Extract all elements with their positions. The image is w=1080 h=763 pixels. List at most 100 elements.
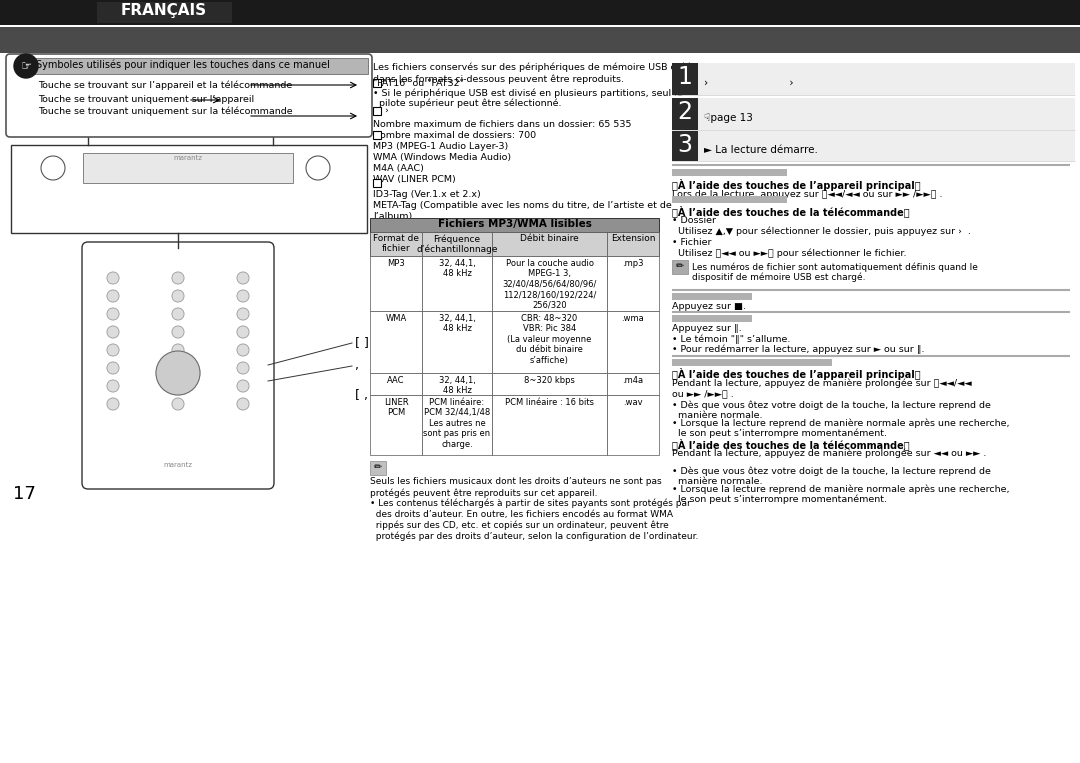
Text: Pendant la lecture, appuyez de manière prolongée sur ◄◄ ou ►► .: Pendant la lecture, appuyez de manière p… [672,448,986,458]
Text: 32, 44,1,
48 kHz: 32, 44,1, 48 kHz [438,376,475,395]
Text: 17: 17 [13,485,36,503]
Text: 8~320 kbps: 8~320 kbps [524,376,575,385]
Bar [370,461,386,475]
Text: Fichiers MP3/WMA lisibles: Fichiers MP3/WMA lisibles [437,219,592,229]
Text: AAC: AAC [388,376,405,385]
Circle shape [172,362,184,374]
Circle shape [107,326,119,338]
Bar [672,260,688,274]
Text: [ , ]: [ , ] [355,389,377,403]
Text: • Les contenus téléchargés à partir de sites payants sont protégés par
  des dro: • Les contenus téléchargés à partir de s… [370,499,699,541]
Text: ☟page 13: ☟page 13 [704,113,753,123]
Bar [672,98,698,130]
Text: PCM linéaire : 16 bits: PCM linéaire : 16 bits [505,398,594,407]
Text: 2: 2 [677,100,692,124]
Bar [97,2,232,23]
Text: • Dossier: • Dossier [672,216,716,225]
Bar [370,232,422,256]
Circle shape [172,326,184,338]
Text: .wav: .wav [623,398,643,407]
Bar [11,145,367,233]
Circle shape [172,308,184,320]
Text: Lors de la lecture, appuyez sur ⏮◄◄/◄◄ ou sur ►► /►►⏭ .: Lors de la lecture, appuyez sur ⏮◄◄/◄◄ o… [672,190,943,199]
Text: MP3 (MPEG-1 Audio Layer-3): MP3 (MPEG-1 Audio Layer-3) [373,142,509,151]
Circle shape [41,156,65,180]
Circle shape [237,362,249,374]
Bar [373,79,381,87]
Circle shape [237,398,249,410]
Circle shape [107,344,119,356]
Text: Seuls les fichiers musicaux dont les droits d’auteurs ne sont pas: Seuls les fichiers musicaux dont les dro… [370,477,662,486]
Text: Utilisez ▲,▼ pour sélectionner le dossier, puis appuyez sur ›  .: Utilisez ▲,▼ pour sélectionner le dossie… [672,227,971,237]
Text: Fréquence
d’échantillonnage: Fréquence d’échantillonnage [416,234,498,255]
Circle shape [107,380,119,392]
Bar [492,373,607,395]
Bar [672,63,1075,95]
Text: .wma: .wma [622,314,645,323]
Text: Utilisez ⏮◄◄ ou ►►⏭ pour sélectionner le fichier.: Utilisez ⏮◄◄ ou ►►⏭ pour sélectionner le… [672,249,906,259]
Text: • Pour redémarrer la lecture, appuyez sur ► ou sur ‖.: • Pour redémarrer la lecture, appuyez su… [672,345,924,355]
Text: 3: 3 [677,133,692,157]
Bar [370,395,422,455]
Text: • Le témoin "‖" s’allume.: • Le témoin "‖" s’allume. [672,334,791,343]
Circle shape [237,326,249,338]
Circle shape [306,156,330,180]
Text: Touche se trouvant uniquement sur la télécommande: Touche se trouvant uniquement sur la tél… [38,106,293,115]
Circle shape [14,54,38,78]
Circle shape [107,308,119,320]
Bar [672,169,787,176]
Text: WAV (LINER PCM): WAV (LINER PCM) [373,175,456,184]
Circle shape [237,272,249,284]
Bar [0,27,1080,53]
Text: Pour la couche audio
MPEG-1 3,
32/40/48/56/64/80/96/
112/128/160/192/224/
256/32: Pour la couche audio MPEG-1 3, 32/40/48/… [502,259,596,310]
Bar [422,232,492,256]
Bar [492,395,607,455]
Circle shape [172,272,184,284]
Text: Format de
fichier: Format de fichier [373,234,419,253]
Text: MP3: MP3 [387,259,405,268]
Bar [370,256,422,311]
Text: "FAT16" ou "FAT32": "FAT16" ou "FAT32" [373,79,464,88]
Text: • Dès que vous ôtez votre doigt de la touche, la lecture reprend de
  manière no: • Dès que vous ôtez votre doigt de la to… [672,466,990,486]
Text: marantz: marantz [174,155,203,161]
Text: l’album): l’album) [373,212,413,221]
FancyBboxPatch shape [82,242,274,489]
Bar [370,311,422,373]
Text: Nombre maximal de dossiers: 700: Nombre maximal de dossiers: 700 [373,131,536,140]
Text: Nombre maximum de fichiers dans un dossier: 65 535: Nombre maximum de fichiers dans un dossi… [373,120,632,129]
Bar [373,179,381,187]
Text: ,: , [355,359,359,372]
Bar [492,232,607,256]
Text: 32, 44,1,
48 kHz: 32, 44,1, 48 kHz [438,314,475,333]
Circle shape [172,380,184,392]
Text: FRANÇAIS: FRANÇAIS [121,3,207,18]
Bar [672,196,787,203]
Bar [492,311,607,373]
Text: WMA: WMA [386,314,407,323]
Circle shape [237,308,249,320]
FancyBboxPatch shape [6,54,372,137]
Circle shape [172,398,184,410]
Text: • Dès que vous ôtez votre doigt de la touche, la lecture reprend de
  manière no: • Dès que vous ôtez votre doigt de la to… [672,400,990,420]
Bar [370,218,659,232]
Circle shape [237,344,249,356]
Text: ID3-Tag (Ver.1.x et 2.x): ID3-Tag (Ver.1.x et 2.x) [373,190,481,199]
Text: .m4a: .m4a [622,376,644,385]
Text: LINER
PCM: LINER PCM [383,398,408,417]
Bar [422,256,492,311]
Text: Les numéros de fichier sont automatiquement définis quand le
dispositif de mémoi: Les numéros de fichier sont automatiquem… [692,262,977,282]
Text: ► La lecture démarre.: ► La lecture démarre. [704,145,818,155]
Text: M4A (AAC): M4A (AAC) [373,164,423,173]
Text: 32, 44,1,
48 kHz: 32, 44,1, 48 kHz [438,259,475,278]
Text: 1: 1 [677,65,692,89]
Text: ›: › [384,107,388,116]
Bar [83,153,293,183]
Text: ✏: ✏ [374,462,382,472]
Text: WMA (Windows Media Audio): WMA (Windows Media Audio) [373,153,511,162]
Bar [422,373,492,395]
Bar [370,373,422,395]
Bar [607,395,659,455]
Bar [672,98,1075,130]
Text: protégés peuvent être reproduits sur cet appareil.: protégés peuvent être reproduits sur cet… [370,488,597,497]
Circle shape [107,362,119,374]
